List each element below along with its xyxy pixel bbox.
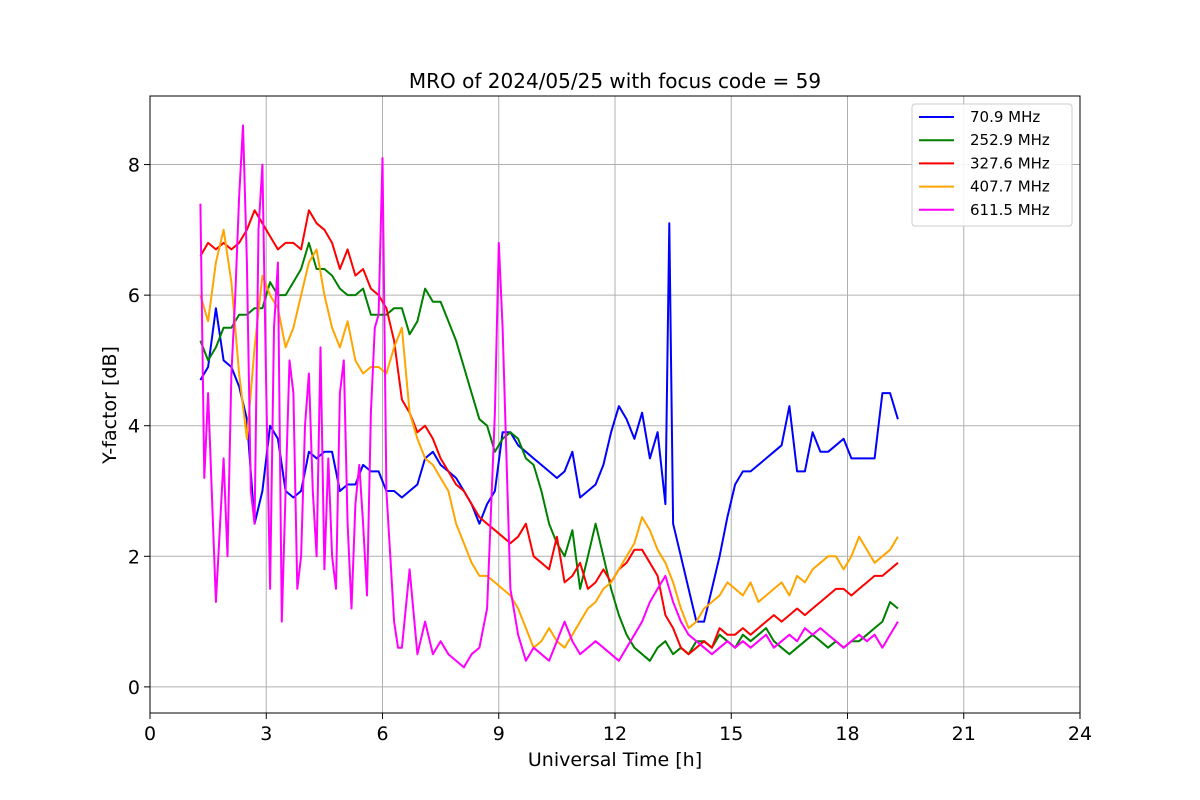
legend: 70.9 MHz 252.9 MHz 327.6 MHz 407.7 MHz 611.5…	[911, 103, 1073, 227]
legend-entry-label: 252.9 MHz	[970, 131, 1050, 149]
x-tick-label: 21	[952, 723, 976, 745]
legend-entry-label: 70.9 MHz	[970, 108, 1040, 126]
x-tick-label: 3	[260, 723, 272, 745]
legend-box	[911, 103, 1073, 227]
y-axis-label: Y-factor [dB]	[99, 346, 121, 465]
x-axis-label: Universal Time [h]	[528, 749, 702, 771]
y-tick-label: 0	[128, 677, 140, 699]
plot-lines	[199, 124, 899, 669]
y-tick-label: 4	[128, 416, 140, 438]
y-tick-label: 2	[128, 546, 140, 568]
x-tick-label: 9	[493, 723, 505, 745]
series-line-1	[199, 241, 899, 662]
legend-entry-label: 407.7 MHz	[970, 178, 1050, 196]
y-tick-label: 6	[128, 285, 140, 307]
x-tick-label: 6	[376, 723, 388, 745]
y-tick-label: 8	[128, 155, 140, 177]
x-tick-label: 12	[603, 723, 627, 745]
x-tick-label: 0	[144, 723, 156, 745]
series-line-2	[199, 209, 899, 656]
legend-entry-label: 611.5 MHz	[970, 201, 1050, 219]
series-line-3	[199, 228, 899, 649]
x-tick-label: 15	[719, 723, 743, 745]
x-tick-label: 24	[1068, 723, 1092, 745]
legend-entry-label: 327.6 MHz	[970, 154, 1050, 172]
series-line-4	[199, 124, 899, 669]
x-tick-label: 18	[835, 723, 859, 745]
chart-title: MRO of 2024/05/25 with focus code = 59	[409, 69, 821, 93]
